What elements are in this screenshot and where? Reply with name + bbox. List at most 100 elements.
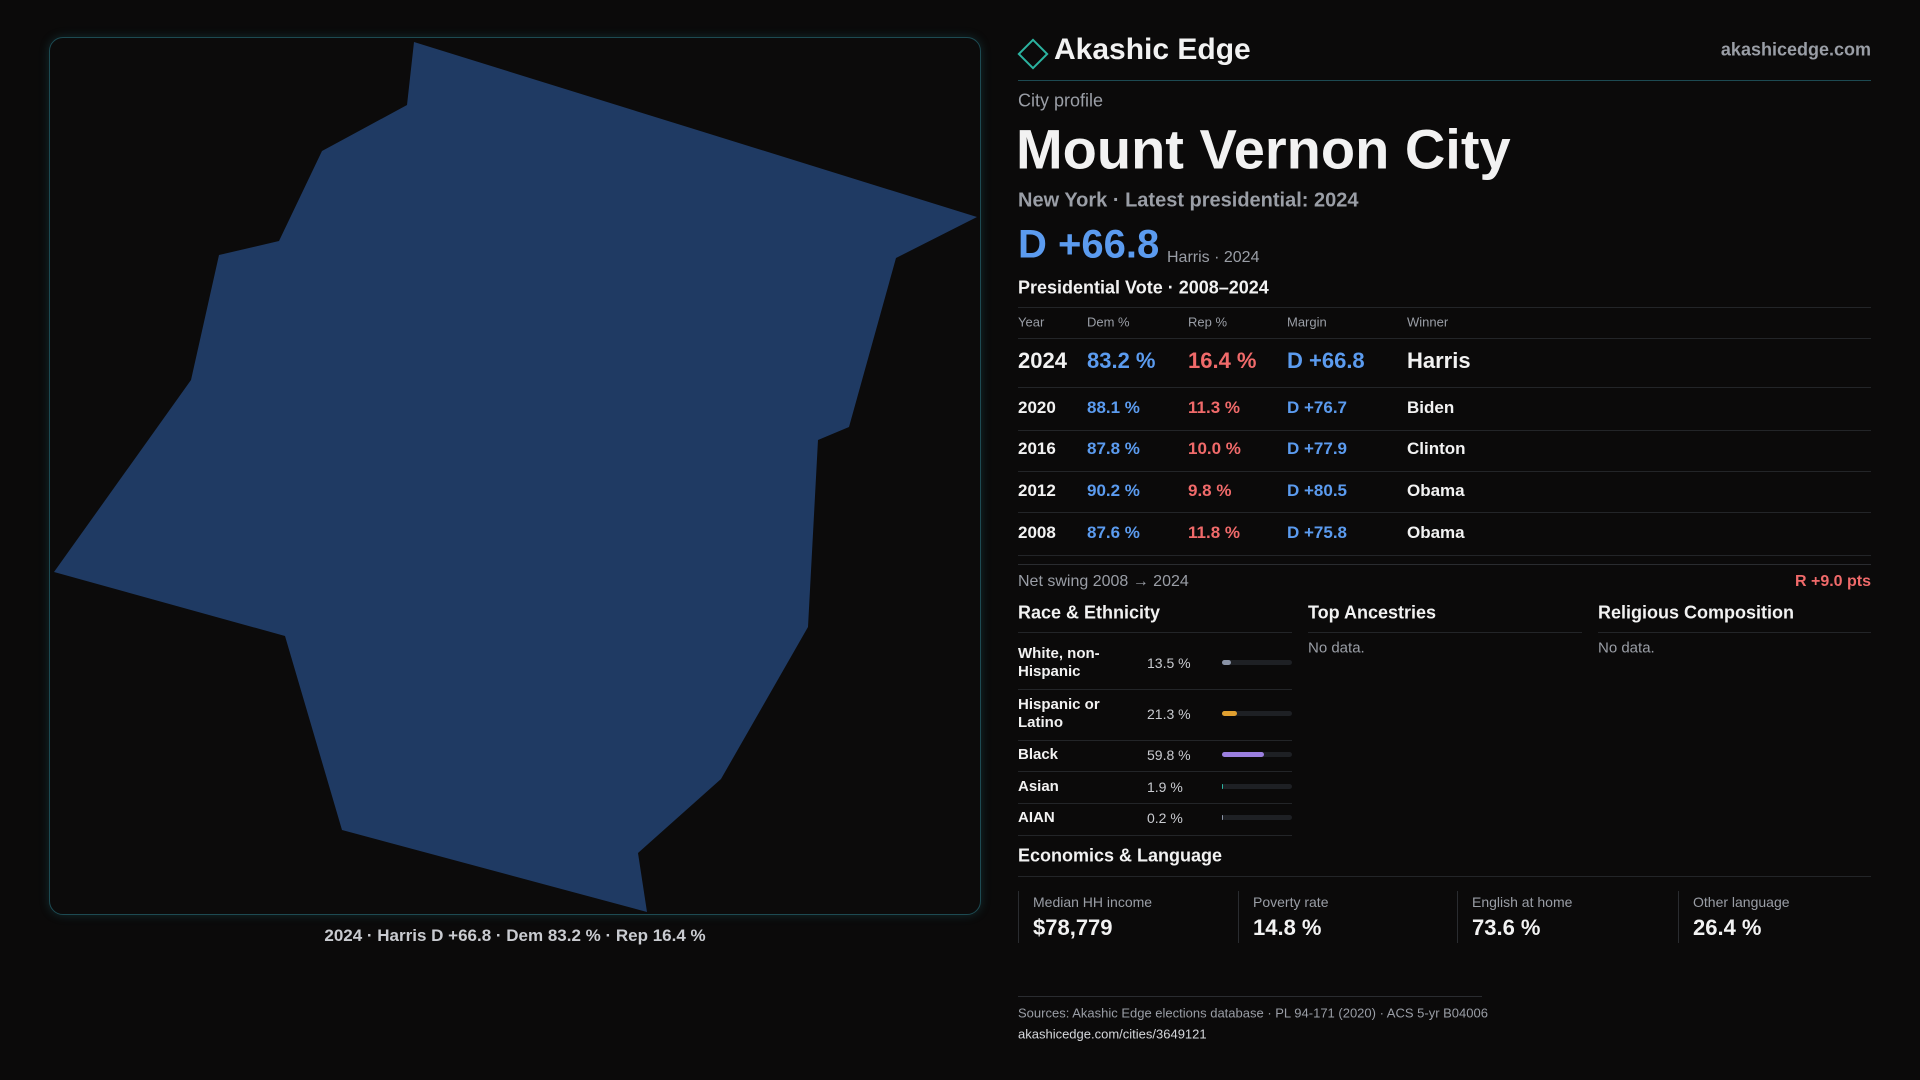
table-cell: 2008 [1018,523,1056,542]
table-cell: 2020 [1018,398,1056,417]
race-title: Race & Ethnicity [1018,602,1161,623]
ancestries-title: Top Ancestries [1308,602,1437,623]
race-bar [1222,752,1264,757]
column-header: Year [1018,314,1045,330]
cell-border [1018,891,1019,943]
kicker: City profile [1018,90,1104,111]
city-title: Mount Vernon City [1016,117,1511,181]
table-cell: 87.6 % [1087,523,1140,542]
econ-label: Median HH income [1033,894,1153,910]
rule [1018,307,1871,308]
race-value: 0.2 % [1147,810,1183,826]
votes-title: Presidential Vote · 2008–2024 [1018,277,1269,298]
bar-track [1222,815,1292,820]
bar-track [1222,711,1292,716]
table-cell: 11.3 % [1188,398,1240,417]
table-cell: Clinton [1407,439,1466,458]
race-label: Black [1018,746,1059,763]
rule [1018,771,1292,772]
table-cell: Biden [1407,398,1455,417]
religion-note: No data. [1598,639,1655,657]
column-header: Winner [1407,314,1449,330]
bar-track [1222,660,1292,665]
econ-title: Economics & Language [1018,845,1223,866]
econ-label: Poverty rate [1253,894,1329,910]
table-cell: Obama [1407,481,1465,500]
race-value: 1.9 % [1147,779,1183,795]
econ-value: $78,779 [1033,915,1113,940]
race-label: Hispanic or Latino [1018,696,1100,731]
table-cell: D +75.8 [1287,523,1348,542]
race-value: 59.8 % [1147,747,1191,763]
table-cell: 90.2 % [1087,481,1140,500]
rule [1018,564,1871,565]
table-cell: D +80.5 [1287,481,1348,500]
rule [1018,632,1292,633]
subtitle: New York · Latest presidential: 2024 [1018,189,1359,212]
cell-border [1238,891,1239,943]
table-cell: 2012 [1018,481,1056,500]
rule [1018,835,1292,836]
headline-margin: D +66.8 [1018,222,1160,267]
header-rule [1018,80,1871,81]
source-link[interactable]: akashicedge.com/cities/3649121 [1018,1026,1207,1042]
brand-name: Akashic Edge [1054,33,1251,66]
race-label: AIAN [1018,809,1055,826]
sources: Sources: Akashic Edge elections database… [1018,1005,1488,1021]
table-cell: 88.1 % [1087,398,1140,417]
table-cell: 2024 [1018,348,1067,373]
race-value: 13.5 % [1147,655,1191,671]
map-frame [49,37,981,915]
table-cell: Obama [1407,523,1465,542]
econ-label: English at home [1472,894,1573,910]
race-bar [1222,711,1237,716]
religion-title: Religious Composition [1598,602,1794,623]
rule [1018,430,1871,431]
table-cell: Harris [1407,348,1471,373]
table-cell: D +66.8 [1287,348,1365,373]
bar-track [1222,784,1292,789]
table-cell: 16.4 % [1188,348,1257,373]
race-bar [1222,660,1232,665]
econ-value: 26.4 % [1693,915,1762,940]
rule [1018,876,1871,877]
table-cell: 10.0 % [1188,439,1241,458]
ancestries-note: No data. [1308,639,1365,657]
econ-value: 73.6 % [1472,915,1541,940]
rule [1018,740,1292,741]
race-bar [1222,784,1224,789]
table-cell: 2016 [1018,439,1056,458]
econ-value: 14.8 % [1253,915,1322,940]
rule [1018,512,1871,513]
brand-url: akashicedge.com [1720,39,1871,60]
column-header: Margin [1287,314,1327,330]
rule [1018,555,1871,556]
race-value: 21.3 % [1147,706,1191,722]
column-header: Rep % [1188,314,1228,330]
rule [1308,632,1582,633]
table-cell: D +76.7 [1287,398,1348,417]
race-label: White, non-Hispanic [1018,645,1100,680]
table-cell: 9.8 % [1188,481,1232,500]
rule [1018,803,1292,804]
rule [1018,338,1871,339]
map-caption: 2024 · Harris D +66.8 · Dem 83.2 % · Rep… [324,926,706,945]
cell-border [1457,891,1458,943]
table-cell: 11.8 % [1188,523,1240,542]
race-label: Asian [1018,778,1059,795]
table-cell: D +77.9 [1287,439,1348,458]
bar-track [1222,752,1292,757]
rule [1018,471,1871,472]
rule [1018,689,1292,690]
swing-value: R +9.0 pts [1794,573,1871,590]
footer-rule [1018,996,1482,997]
table-cell: 87.8 % [1087,439,1140,458]
headline-note: Harris · 2024 [1167,249,1260,266]
cell-border [1678,891,1679,943]
logo [1017,38,1049,70]
rule [1018,387,1871,388]
econ-label: Other language [1693,894,1790,910]
rule [1598,632,1871,633]
column-header: Dem % [1087,314,1130,330]
